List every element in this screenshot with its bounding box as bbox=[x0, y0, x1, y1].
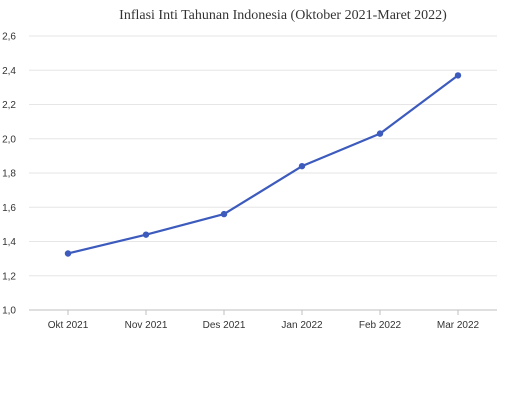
x-axis-tick-labels: Okt 2021 Nov 2021 Des 2021 Jan 2022 Feb 2022… bbox=[48, 320, 480, 331]
y-tick-label: 2,4 bbox=[2, 66, 16, 77]
x-tick-label: Feb 2022 bbox=[359, 320, 402, 331]
x-tick-label: Des 2021 bbox=[203, 320, 246, 331]
y-axis-tick-labels: 1,0 1,2 1,4 1,6 1,8 2,0 2,2 2,4 2,6 bbox=[2, 32, 16, 317]
data-point bbox=[376, 130, 384, 137]
y-tick-label: 1,4 bbox=[2, 237, 16, 248]
data-point bbox=[64, 250, 72, 257]
x-tick-label: Jan 2022 bbox=[281, 320, 323, 331]
y-tick-label: 2,6 bbox=[2, 32, 16, 43]
data-point bbox=[142, 231, 150, 238]
y-tick-label: 2,2 bbox=[2, 100, 16, 111]
x-tick-label: Nov 2021 bbox=[125, 320, 168, 331]
y-tick-label: 2,0 bbox=[2, 134, 16, 145]
data-point bbox=[220, 210, 228, 218]
data-point bbox=[298, 162, 306, 170]
data-point bbox=[454, 72, 462, 79]
y-tick-label: 1,2 bbox=[2, 271, 16, 282]
series-layer bbox=[64, 72, 462, 257]
y-tick-label: 1,8 bbox=[2, 169, 16, 180]
y-tick-label: 1,6 bbox=[2, 203, 16, 214]
x-tick-label: Mar 2022 bbox=[437, 320, 480, 331]
axes bbox=[29, 309, 497, 315]
series-line bbox=[66, 74, 460, 255]
chart-title: Inflasi Inti Tahunan Indonesia (Oktober … bbox=[119, 8, 447, 23]
grid-lines bbox=[29, 35, 497, 277]
y-tick-label: 1,0 bbox=[2, 306, 16, 317]
x-tick-label: Okt 2021 bbox=[48, 320, 89, 331]
